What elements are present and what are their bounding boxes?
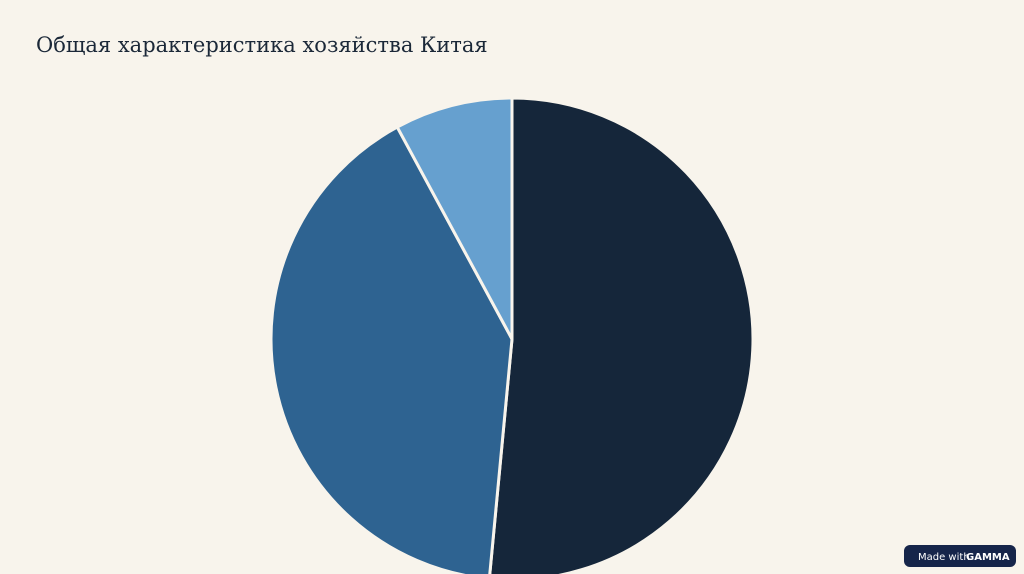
pie <box>269 96 755 574</box>
badge-box[interactable] <box>904 545 1016 567</box>
pie-slice <box>269 125 514 574</box>
badge-prefix[interactable]: Made with <box>918 552 970 563</box>
chart-title: Общая характеристика хозяйства Китая <box>36 33 488 57</box>
badge-brand[interactable]: GAMMA <box>966 552 1010 563</box>
badge[interactable]: Made with GAMMA <box>904 545 1016 567</box>
pie-slice <box>488 96 755 574</box>
pie-slice <box>395 96 514 341</box>
